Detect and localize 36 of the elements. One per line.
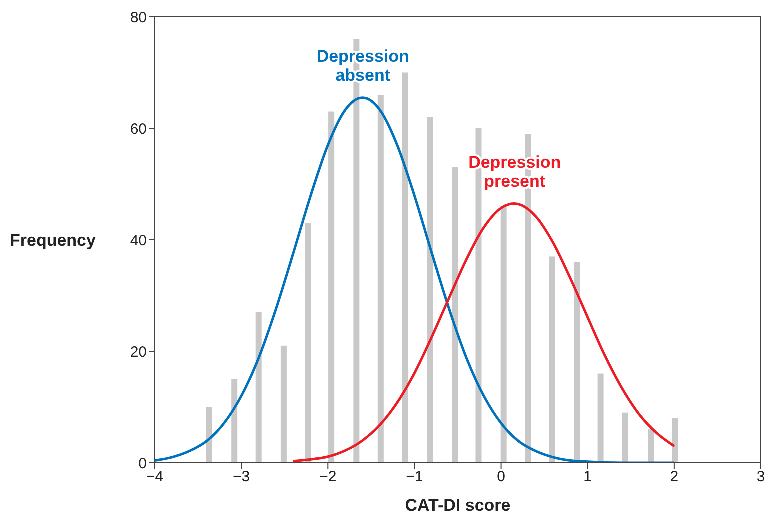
- bar: [232, 379, 238, 463]
- y-tick-label: 40: [130, 232, 147, 250]
- series-label: Depression present: [468, 153, 562, 192]
- bar: [622, 412, 628, 463]
- bar: [672, 418, 678, 463]
- bar: [549, 256, 556, 463]
- x-tick-label: 2: [670, 468, 679, 486]
- bar: [402, 72, 408, 463]
- y-tick-label: 0: [138, 455, 147, 472]
- x-tick-label: 1: [584, 468, 592, 486]
- y-tick-label: 20: [130, 344, 147, 361]
- y-tick-label: 60: [130, 120, 147, 138]
- bar: [256, 312, 262, 463]
- y-axis-title: Frequency: [10, 231, 97, 250]
- x-tick-label: −3: [233, 468, 250, 486]
- x-tick-label: −4: [146, 468, 164, 486]
- bar: [328, 112, 335, 463]
- line-series: [155, 96, 676, 463]
- bar: [598, 374, 604, 463]
- y-tick-label: 80: [130, 9, 147, 26]
- bar: [206, 407, 212, 463]
- bar: [574, 262, 580, 463]
- bar: [305, 223, 312, 463]
- bar: [648, 430, 654, 463]
- bar: [427, 117, 434, 463]
- x-tick-label: −1: [406, 468, 424, 486]
- bar: [280, 346, 287, 463]
- bar: [452, 168, 458, 463]
- bar: [500, 206, 507, 463]
- series-label: Depression absent: [316, 47, 410, 86]
- x-axis-title: CAT-DI score: [405, 496, 511, 515]
- x-tick-label: 0: [497, 468, 506, 486]
- bar: [378, 95, 384, 463]
- x-tick-label: −2: [320, 468, 337, 486]
- x-tick-label: 3: [756, 468, 766, 486]
- line-series: [292, 202, 676, 463]
